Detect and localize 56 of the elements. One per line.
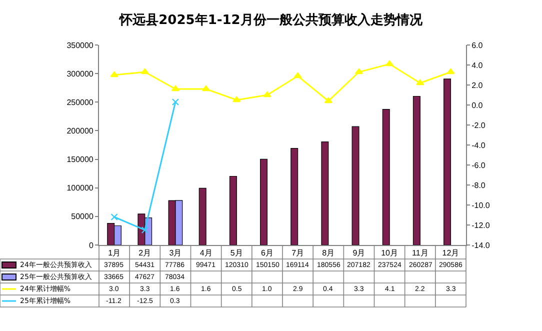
y2-tick-label: -2.0 [472,120,486,130]
point [141,226,148,234]
y2-tick-label: -14.0 [472,240,490,250]
y-tick-label: 100000 [66,184,94,193]
bar [382,108,390,245]
x-tick-label: 6月 [260,248,274,258]
point [171,85,180,92]
x-tick-label: 8月 [322,248,335,258]
y2-tick-label: -10.0 [472,200,490,210]
y2-tick-label: -12.0 [472,220,490,230]
bar [412,96,420,245]
x-tick-label: 5月 [230,248,243,258]
y2-tick-label: -8.0 [472,180,486,190]
point [294,72,302,78]
point [263,91,272,98]
x-tick-label: 10月 [381,248,398,258]
bar [321,142,329,245]
x-tick-label: 4月 [200,248,212,258]
x-tick-label: 9月 [352,248,366,258]
bar [229,176,237,245]
y2-tick-label: 4.0 [472,60,484,70]
y2-tick-label: 0.0 [472,100,484,110]
bar [260,158,268,245]
bar [352,126,360,245]
x-tick-label: 3月 [169,248,182,258]
point [446,68,455,74]
y2-tick-label: -6.0 [472,160,486,170]
point [354,68,364,74]
y2-tick-label: -4.0 [472,140,486,150]
point [385,60,394,66]
point [202,85,210,92]
y2-tick-label: 2.0 [472,80,484,90]
y-tick-label: 150000 [66,155,94,164]
x-tick-label: 1月 [108,248,121,258]
point [416,79,424,86]
y2-tick-label: 6.0 [472,40,484,50]
point [110,213,118,221]
point [172,98,180,106]
bar [444,78,452,245]
y-tick-label: 350000 [66,40,94,50]
chart-title: 怀远县2025年1-12月份一般公共预算收入走势情况 [118,12,424,28]
point [232,96,241,102]
y-tick-label: 250000 [66,98,94,107]
point [140,68,149,74]
x-tick-label: 11月 [412,248,428,258]
y-tick-label: 300000 [66,69,94,78]
y-tick-label: 50000 [71,212,94,222]
x-tick-label: 7月 [292,248,304,258]
point [110,71,118,78]
point [324,97,332,104]
bar [290,148,298,245]
y-tick-label: 0 [88,240,94,250]
bar [198,188,206,245]
x-tick-label: 12月 [442,248,460,258]
x-tick-label: 2月 [138,248,152,258]
y-tick-label: 200000 [66,126,94,136]
